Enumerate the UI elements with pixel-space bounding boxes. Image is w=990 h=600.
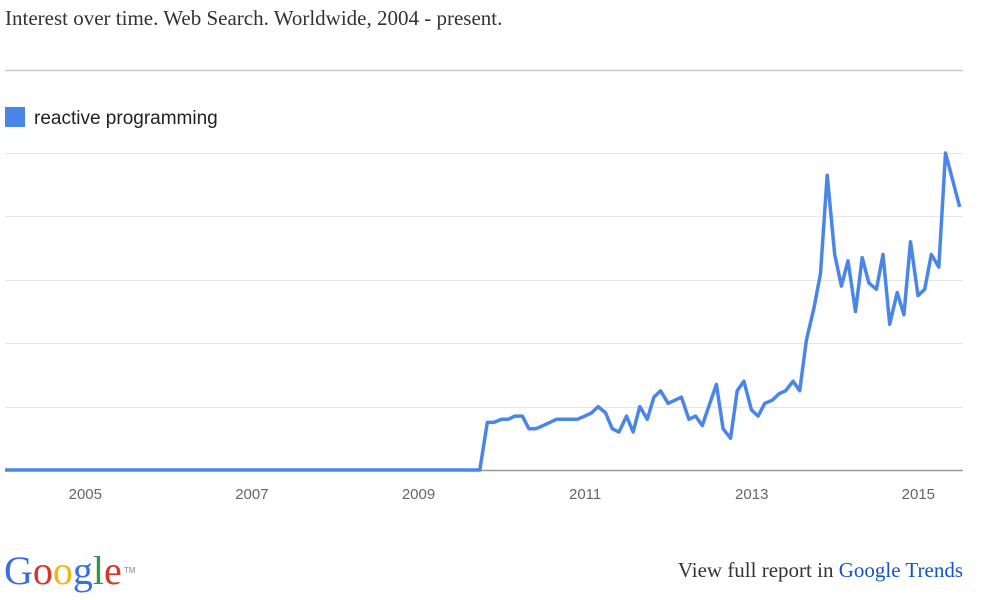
- x-tick-label: 2005: [69, 486, 102, 503]
- x-tick-label: 2013: [735, 486, 768, 503]
- x-tick-label: 2009: [402, 486, 435, 503]
- link-text: View full report in: [678, 558, 834, 582]
- legend-swatch: [5, 107, 25, 127]
- trends-link[interactable]: Google Trends: [839, 558, 963, 582]
- x-tick-label: 2011: [569, 486, 601, 503]
- x-tick-label: 2015: [902, 486, 935, 503]
- legend-label: reactive programming: [34, 108, 218, 129]
- plot: 2005 2007 2009 2011 2013 2015: [5, 151, 963, 503]
- legend: reactive programming: [5, 107, 218, 129]
- x-tick-label: 2007: [235, 486, 268, 503]
- trademark: TM: [124, 566, 136, 575]
- report-link: View full report in Google Trends: [678, 558, 963, 582]
- google-logo: Google: [4, 548, 122, 593]
- series-line: [5, 151, 962, 472]
- chart-title: Interest over time. Web Search. Worldwid…: [5, 6, 502, 30]
